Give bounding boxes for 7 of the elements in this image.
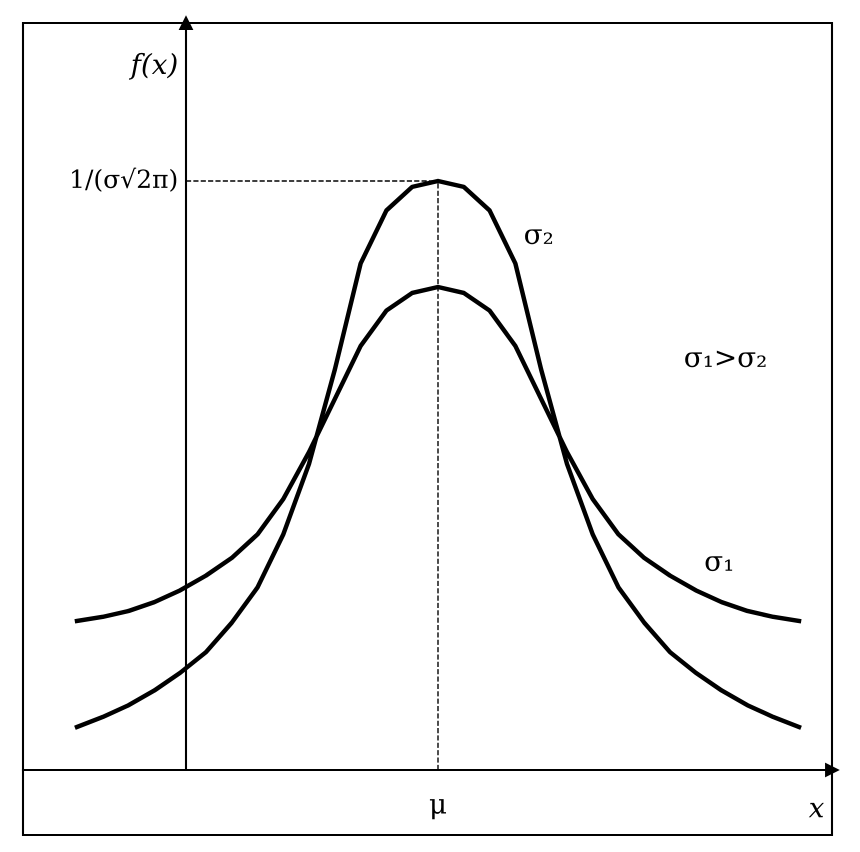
- ref-line-label: 1/(σ√2π): [72, 168, 176, 192]
- y-axis-title: f(x): [128, 52, 177, 80]
- text: μ: [430, 799, 446, 820]
- annotation: σ₁>σ₂: [685, 350, 766, 368]
- series-label: σ₁: [706, 556, 732, 572]
- series-label: σ₂: [525, 229, 552, 244]
- x-axis-title: x: [808, 802, 824, 818]
